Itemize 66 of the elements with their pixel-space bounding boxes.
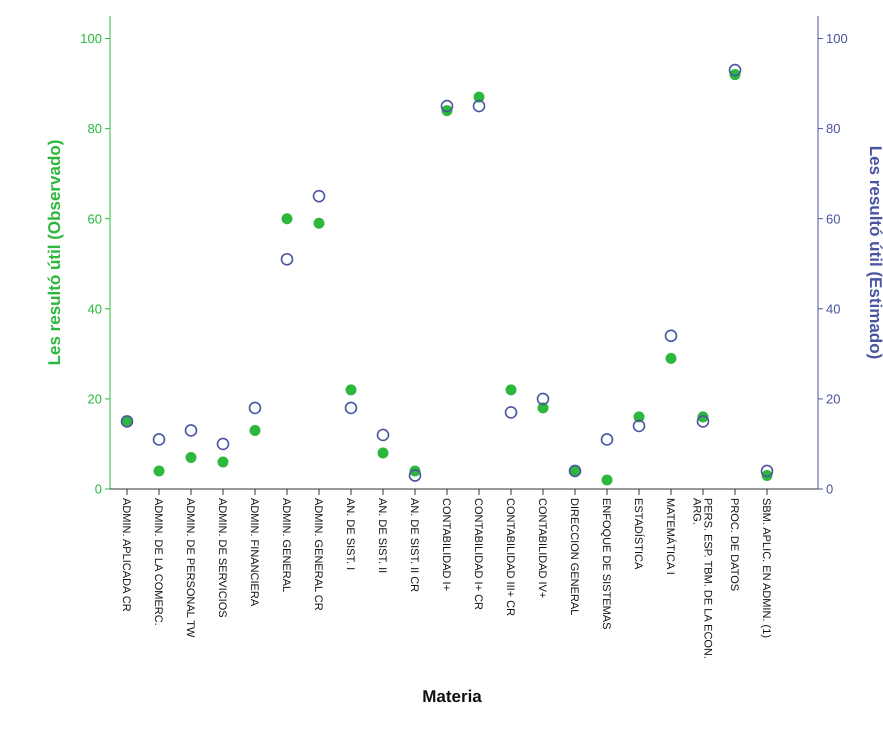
x-tick-label: SBM. APLIC. EN ADMIN. (1) <box>760 498 772 638</box>
point <box>282 213 292 224</box>
y-axis-title: Les resultó útil (Observado) <box>45 140 64 366</box>
point <box>602 474 612 486</box>
point <box>760 464 774 478</box>
point <box>184 424 198 437</box>
x-tick-label: AN. DE SIST. I <box>344 498 356 570</box>
point <box>154 465 164 476</box>
y2-axis-title: Les resultó útil (Estimado) <box>866 146 883 360</box>
y-tick-label: 100 <box>80 31 102 46</box>
y-tick-label: 60 <box>88 211 102 226</box>
point <box>344 402 358 414</box>
point <box>346 384 356 396</box>
x-tick-label: AN. DE SIST. II <box>376 498 388 574</box>
x-tick-label: ADMIN. GENERAL <box>280 498 292 592</box>
point <box>440 100 454 112</box>
point <box>186 452 196 463</box>
point <box>314 218 324 229</box>
x-tick-label: ADMIN. DE PERSONAL TW <box>184 498 196 638</box>
x-tick-label: ADMIN. GENERAL CR <box>312 498 324 611</box>
point <box>472 100 486 112</box>
point <box>408 469 422 482</box>
y2-tick-label: 20 <box>826 391 840 406</box>
y2-tick-label: 80 <box>826 121 840 136</box>
x-tick-label: ENFOQUE DE SISTEMAS <box>600 498 612 630</box>
y2-tick-label: 40 <box>826 301 840 316</box>
point <box>250 424 260 436</box>
point <box>600 433 614 446</box>
point <box>376 428 390 442</box>
point <box>536 392 550 406</box>
y-tick-label: 20 <box>88 391 102 406</box>
point <box>506 384 516 396</box>
x-tick-label: CONTABILIDAD I+ CR <box>472 498 484 610</box>
point <box>280 252 294 266</box>
point <box>312 190 326 202</box>
point <box>632 420 646 432</box>
point <box>728 64 742 76</box>
point <box>248 402 262 414</box>
y-tick-label: 40 <box>88 301 102 316</box>
x-tick-label: ADMIN. DE SERVICIOS <box>216 498 228 618</box>
point <box>664 330 678 342</box>
x-tick-label: ADMIN. DE LA COMERC. <box>152 498 164 626</box>
point <box>152 433 166 446</box>
x-tick-label: DIRECCION GENERAL <box>568 498 580 616</box>
x-tick-label: ADMIN. FINANCIERA <box>248 498 260 607</box>
x-tick-label: CONTABILIDAD IV+ <box>536 498 548 598</box>
x-tick-label: PROC. DE DATOS <box>728 498 740 592</box>
y2-tick-label: 100 <box>826 31 848 46</box>
point <box>218 456 228 468</box>
point <box>504 406 518 419</box>
x-tick-label: MATEMÁTICA I <box>664 498 678 575</box>
x-axis-title: Materia <box>422 687 482 706</box>
x-tick-label: ESTADÍSTICA <box>632 498 646 570</box>
x-tick-label: AN. DE SIST. II CR <box>408 498 420 592</box>
point <box>216 438 230 450</box>
x-tick-label: CONTABILIDAD I+ <box>440 498 452 592</box>
point <box>378 447 388 458</box>
point <box>696 415 710 428</box>
y-tick-label: 80 <box>88 121 102 136</box>
y2-tick-label: 0 <box>826 482 834 497</box>
x-tick-label: PERS. ESP. TBM. DE LA ECON. ARG. <box>690 498 714 659</box>
x-tick-label: ADMIN. APLICADA CR <box>120 498 132 612</box>
x-tick-label: CONTABILIDAD III+ CR <box>504 498 516 616</box>
y-tick-label: 0 <box>94 482 102 497</box>
point <box>666 352 676 364</box>
y2-tick-label: 60 <box>826 211 840 226</box>
